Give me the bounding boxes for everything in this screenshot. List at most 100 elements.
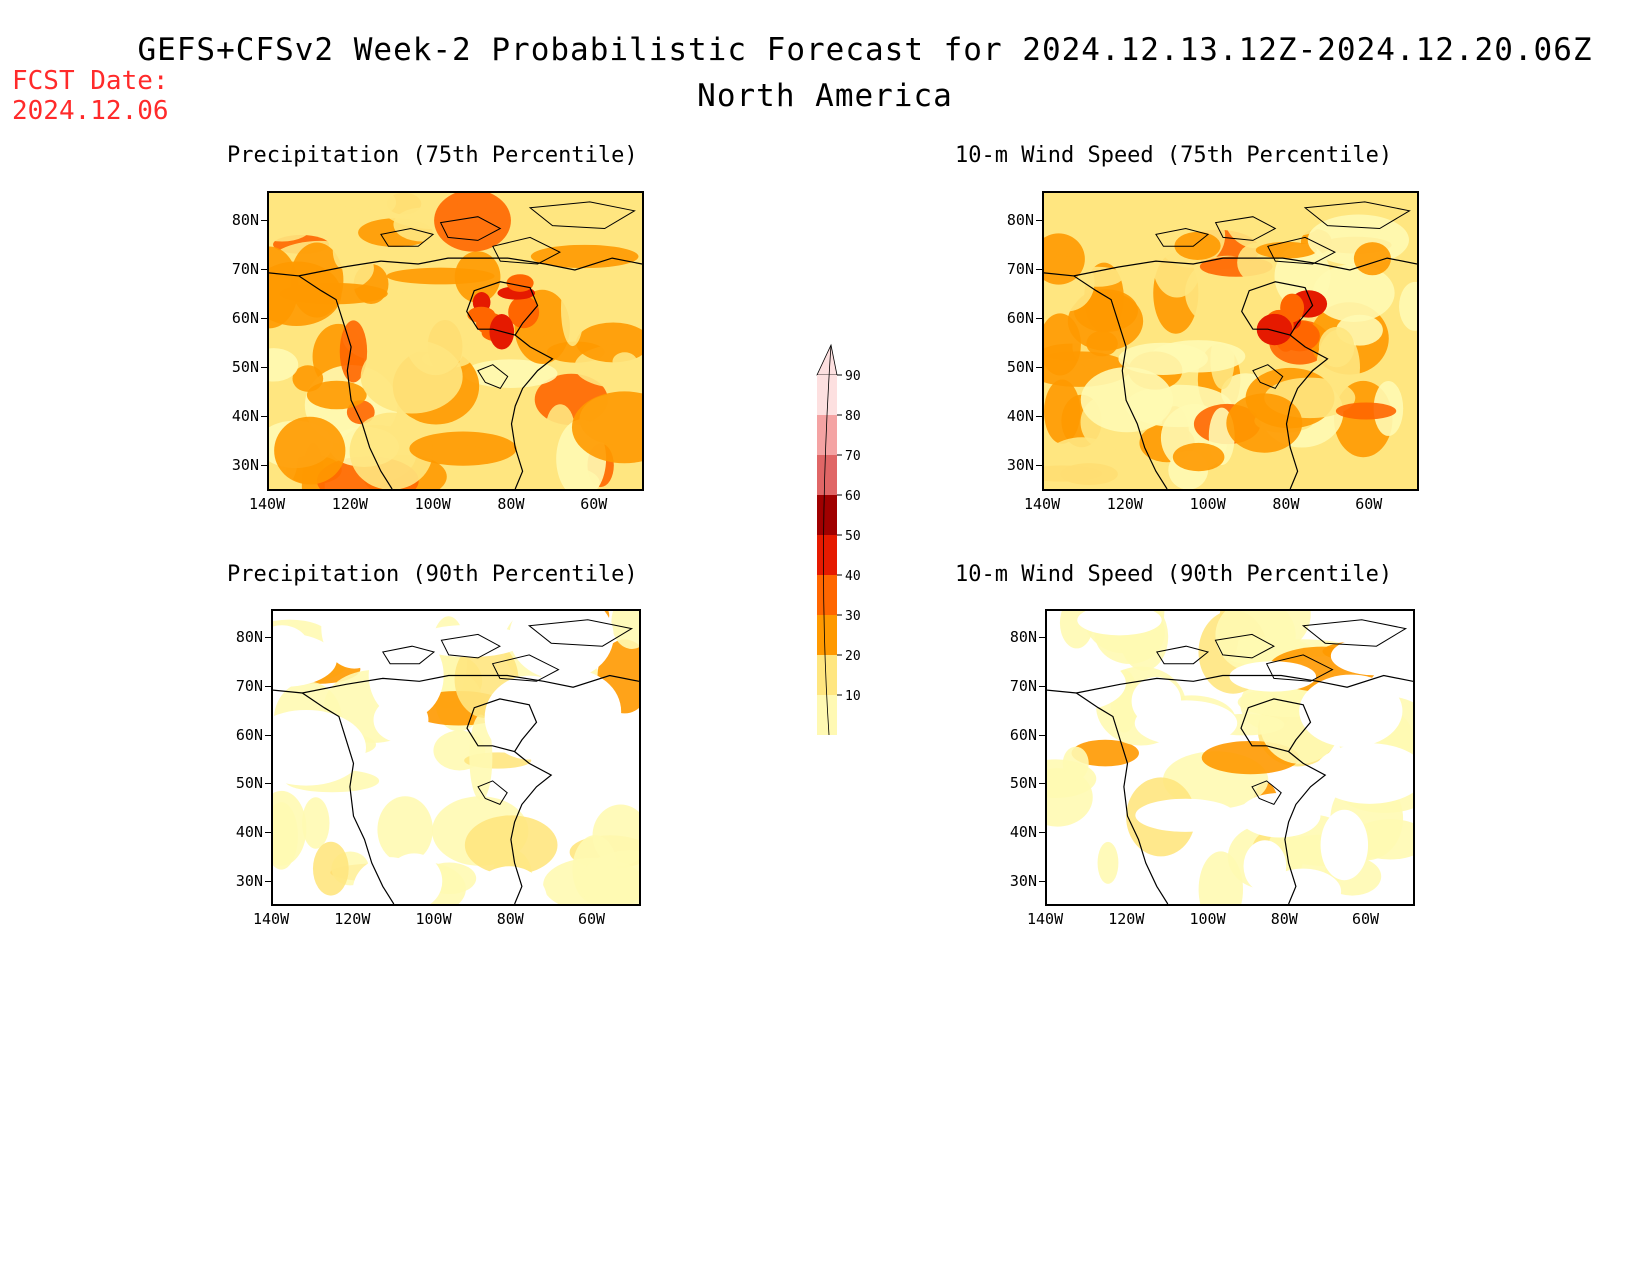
- probability-contour: [1044, 437, 1128, 489]
- lon-tick-label: 100W: [414, 495, 451, 513]
- lat-tick: [1039, 880, 1045, 882]
- probability-contour: [1274, 193, 1327, 236]
- probability-contour: [1226, 393, 1303, 453]
- colorbar-label: 30: [845, 609, 861, 624]
- colorbar-segment: [817, 575, 837, 615]
- coastline: [302, 674, 639, 694]
- lat-tick-label: 70N: [1006, 259, 1034, 278]
- island-outline: [492, 236, 561, 265]
- probability-contour: [612, 352, 637, 371]
- no-signal-area: [413, 624, 525, 658]
- lon-tick-label: 120W: [334, 910, 371, 928]
- lat-tick-label: 50N: [1006, 358, 1034, 377]
- probability-contour: [1086, 330, 1118, 357]
- lon-tick-label: 80W: [497, 495, 525, 513]
- lat-tick-label: 80N: [1009, 628, 1037, 647]
- probability-contour: [506, 274, 534, 292]
- map-canvas: [269, 193, 642, 489]
- island-outline: [1303, 201, 1411, 230]
- colorbar-label: 70: [845, 449, 861, 464]
- great-lakes-outline: [477, 364, 509, 390]
- lat-tick: [1036, 219, 1042, 221]
- probability-contour: [434, 193, 511, 252]
- probability-contour: [1062, 746, 1089, 781]
- coastline: [298, 257, 642, 277]
- lat-tick: [265, 831, 271, 833]
- lat-tick-label: 60N: [1009, 725, 1037, 744]
- probability-contour: [319, 206, 365, 223]
- panel-title-wind90: 10-m Wind Speed (90th Percentile): [955, 562, 1393, 587]
- probability-contour: [560, 271, 585, 347]
- lon-tick-label: 60W: [580, 495, 608, 513]
- hudson-bay-outline: [1241, 281, 1314, 336]
- no-signal-area: [321, 611, 388, 669]
- lat-tick: [265, 734, 271, 736]
- lon-tick-label: 100W: [1189, 495, 1226, 513]
- hudson-bay-outline: [466, 281, 539, 336]
- probability-contour: [469, 714, 493, 801]
- lon-tick-label: 120W: [1108, 910, 1145, 928]
- island-outline: [381, 645, 436, 665]
- probability-contour: [367, 193, 397, 214]
- probability-contour: [1353, 242, 1391, 276]
- colorbar-segment: [817, 375, 837, 415]
- lat-tick: [265, 880, 271, 882]
- colorbar-segment: [817, 615, 837, 655]
- island-outline: [1214, 216, 1277, 241]
- probability-contour: [579, 850, 639, 904]
- coastline: [1284, 751, 1327, 904]
- no-signal-area: [1320, 809, 1369, 881]
- fcst-date-label: FCST Date:: [12, 66, 169, 96]
- no-signal-area: [509, 611, 614, 680]
- map-wind75: [1042, 191, 1419, 491]
- great-lakes-outline: [1251, 780, 1282, 806]
- probability-contour: [273, 802, 298, 870]
- lon-tick-label: 140W: [249, 495, 286, 513]
- probability-contour: [1172, 442, 1225, 472]
- no-signal-area: [373, 697, 429, 743]
- probability-contour: [1047, 768, 1093, 827]
- lon-tick-label: 100W: [415, 910, 452, 928]
- probability-contour: [1118, 342, 1208, 375]
- lon-tick-label: 80W: [1272, 495, 1300, 513]
- lat-tick-label: 60N: [231, 308, 259, 327]
- no-signal-area: [1135, 798, 1236, 832]
- map-canvas: [1044, 193, 1417, 489]
- lon-tick-label: 100W: [1189, 910, 1226, 928]
- lat-tick: [265, 637, 271, 639]
- colorbar-segment: [817, 415, 837, 455]
- colorbar-label: 90: [845, 369, 861, 384]
- lon-tick-label: 140W: [1027, 910, 1064, 928]
- island-outline: [440, 633, 501, 659]
- lon-tick-label: 80W: [1270, 910, 1298, 928]
- no-signal-area: [1047, 654, 1126, 712]
- probability-contour: [1399, 281, 1417, 331]
- colorbar-edge: [823, 344, 832, 736]
- probability-contour: [1097, 841, 1119, 884]
- probability-contour: [312, 841, 349, 896]
- probability-contour: [571, 391, 642, 464]
- colorbar-segment: [817, 695, 837, 735]
- lat-tick-label: 50N: [235, 774, 263, 793]
- lat-tick-label: 30N: [235, 871, 263, 890]
- lat-tick-label: 40N: [1006, 407, 1034, 426]
- lon-tick-label: 60W: [578, 910, 606, 928]
- coastline: [1044, 272, 1168, 489]
- great-lakes-outline: [477, 780, 508, 806]
- chart-title: GEFS+CFSv2 Week-2 Probabilistic Forecast…: [137, 32, 1593, 68]
- colorbar: 90 80 70 60 50 40 30 20 10: [816, 343, 861, 736]
- hudson-bay-outline: [466, 698, 538, 753]
- lat-tick: [1036, 268, 1042, 270]
- colorbar-label: 80: [845, 409, 861, 424]
- lat-tick-label: 30N: [1006, 456, 1034, 475]
- colorbar-label: 10: [845, 689, 861, 704]
- island-outline: [1265, 654, 1334, 682]
- no-signal-area: [1077, 611, 1162, 636]
- no-signal-area: [484, 675, 575, 760]
- lat-tick-label: 40N: [235, 822, 263, 841]
- lat-tick-label: 70N: [235, 677, 263, 695]
- no-signal-area: [1047, 881, 1099, 904]
- island-outline: [439, 216, 502, 241]
- lat-tick: [1039, 783, 1045, 785]
- probability-contour: [1222, 193, 1290, 249]
